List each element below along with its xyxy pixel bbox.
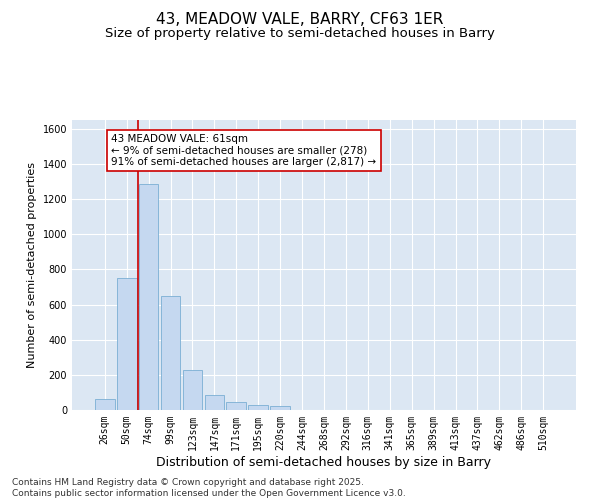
Text: 43 MEADOW VALE: 61sqm
← 9% of semi-detached houses are smaller (278)
91% of semi: 43 MEADOW VALE: 61sqm ← 9% of semi-detac… xyxy=(112,134,376,168)
Y-axis label: Number of semi-detached properties: Number of semi-detached properties xyxy=(27,162,37,368)
Text: Size of property relative to semi-detached houses in Barry: Size of property relative to semi-detach… xyxy=(105,28,495,40)
Bar xyxy=(161,296,181,410)
Bar xyxy=(248,404,268,410)
Bar xyxy=(205,395,224,410)
Bar xyxy=(226,402,246,410)
Bar xyxy=(139,184,158,410)
Bar xyxy=(182,370,202,410)
Text: Contains HM Land Registry data © Crown copyright and database right 2025.
Contai: Contains HM Land Registry data © Crown c… xyxy=(12,478,406,498)
Bar xyxy=(270,406,290,410)
Bar xyxy=(117,278,137,410)
Text: 43, MEADOW VALE, BARRY, CF63 1ER: 43, MEADOW VALE, BARRY, CF63 1ER xyxy=(157,12,443,28)
X-axis label: Distribution of semi-detached houses by size in Barry: Distribution of semi-detached houses by … xyxy=(157,456,491,468)
Bar xyxy=(95,400,115,410)
